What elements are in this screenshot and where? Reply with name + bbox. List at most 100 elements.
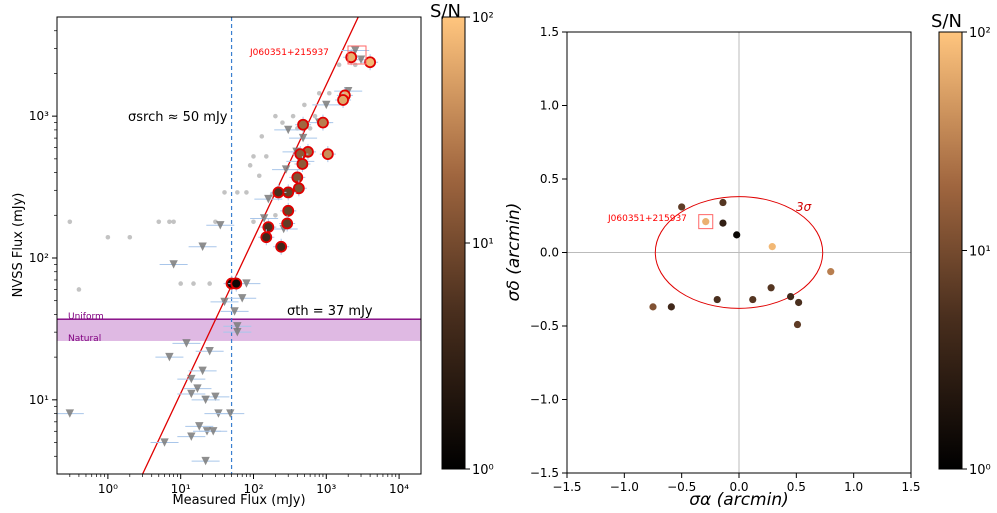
right-colorbar: S/N 10⁰ 10¹ 10² [931, 11, 991, 478]
upper-limit-marker [195, 422, 204, 431]
upper-limit-marker [187, 389, 196, 399]
ellipse-outline [654, 196, 824, 309]
upper-limit-marker [216, 221, 225, 230]
offset-points [649, 198, 835, 329]
sigma-srch-annotation: σsrch ≈ 50 mJy [128, 110, 228, 125]
background-point [178, 281, 183, 286]
background-point [76, 287, 82, 292]
background-point [235, 190, 240, 195]
upper-limit-marker [264, 194, 273, 204]
upper-limit-marker [160, 438, 169, 447]
background-point [67, 219, 73, 225]
right-colorbar-ticks: 10⁰ 10¹ 10² [962, 26, 991, 478]
background-point [207, 281, 212, 286]
upper-limit-marker [187, 374, 196, 384]
background-point [352, 62, 358, 68]
three-sigma-label: 3σ [796, 200, 812, 214]
offset-point [795, 298, 803, 307]
background-point [251, 219, 256, 225]
right-chart: −1.5 −1.0 −0.5 0.0 0.5 1.0 1.5 −1.5 −1.0 −0.5 0.0 0… [504, 25, 921, 510]
detection-point [337, 94, 349, 106]
natural-label: Natural [68, 334, 101, 344]
right-y-tick-label: −0.5 [530, 319, 559, 333]
upper-limit-marker [259, 214, 269, 223]
detection-point [297, 118, 309, 131]
upper-limit-marker [351, 46, 360, 55]
background-point [247, 163, 253, 168]
background-point [336, 62, 342, 68]
right-y-tick-label: −1.5 [530, 466, 559, 480]
right-y-tick-label: −1.0 [530, 393, 559, 407]
background-point [156, 219, 162, 225]
source-label-left: J060351+215937 [249, 48, 329, 58]
upper-limit-marker [220, 297, 229, 307]
background-point [213, 219, 218, 225]
uniform-label: Uniform [68, 312, 104, 322]
upper-limit-marker [322, 100, 331, 110]
colorbar-tick-label: 10¹ [472, 237, 494, 252]
left-colorbar-label: S/N [430, 1, 461, 22]
right-y-axis-label: σδ (arcmin) [504, 203, 524, 302]
left-y-tick-label: 10² [29, 251, 49, 265]
offset-point [767, 284, 775, 292]
zero-lines [567, 32, 911, 473]
right-x-tick-label: 1.5 [901, 480, 920, 494]
left-y-axis-label: NVSS Flux (mJy) [11, 193, 26, 298]
source-marker-right [698, 214, 714, 230]
upper-limit-marker [198, 242, 207, 251]
detection-point [364, 56, 377, 69]
left-y-tick-label: 10³ [29, 109, 49, 123]
offset-point [749, 295, 757, 304]
right-axis-ticks: −1.5 −1.0 −0.5 0.0 0.5 1.0 1.5 −1.5 −1.0 −0.5 0.0 0… [530, 25, 921, 494]
upper-limit-marker [226, 409, 235, 418]
background-point [167, 219, 172, 225]
left-axis-ticks: 10⁰ 10¹ 10² 10³ 10⁴ 10¹ 10² 10³ [29, 30, 409, 496]
upper-limit-markers [57, 46, 376, 466]
left-colorbar: S/N 10⁰ 10¹ 10² [430, 1, 494, 478]
left-y-tick-label: 10¹ [29, 393, 49, 407]
detection-point [296, 158, 309, 170]
left-x-tick-label: 10² [243, 482, 263, 496]
three-sigma-ellipse [654, 196, 824, 309]
detection-point [292, 182, 305, 195]
detection-point [317, 116, 329, 129]
offset-point [713, 295, 721, 304]
right-x-tick-label: 0.5 [787, 480, 806, 494]
right-x-tick-label: −0.5 [667, 480, 696, 494]
upper-limit-marker [201, 456, 210, 466]
upper-limit-marker [281, 165, 291, 174]
offset-point [768, 243, 776, 251]
sigma-th-annotation: σth = 37 mJy [287, 304, 373, 319]
detection-point [321, 148, 334, 161]
offset-point [678, 203, 686, 211]
background-point [244, 190, 249, 195]
detection-point [294, 148, 307, 161]
detection-point [275, 240, 288, 253]
offset-point [719, 219, 727, 227]
offset-point [733, 231, 741, 239]
fit-line [142, 17, 359, 474]
offset-point [793, 320, 802, 329]
upper-limit-marker [284, 125, 293, 135]
right-x-tick-label: −1.5 [552, 480, 581, 494]
detection-point [345, 51, 358, 64]
offset-point [827, 268, 835, 276]
background-point [127, 234, 133, 240]
colorbar-tick-label: 10² [969, 26, 991, 41]
right-y-tick-label: 1.0 [540, 99, 559, 113]
detection-point [262, 221, 275, 234]
right-x-tick-label: 1.0 [844, 480, 863, 494]
source-label-right: J060351+215937 [607, 214, 687, 224]
upper-limit-marker [182, 339, 191, 348]
upper-limit-marker [209, 427, 218, 436]
detection-point [291, 171, 304, 184]
detection-point [282, 204, 295, 217]
upper-limit-marker [211, 392, 220, 402]
upper-limit-marker [205, 347, 214, 356]
background-point [302, 102, 307, 108]
upper-limit-marker [165, 352, 174, 362]
offset-point [719, 198, 727, 207]
right-y-tick-label: 1.5 [540, 25, 559, 39]
detection-points [223, 49, 379, 292]
